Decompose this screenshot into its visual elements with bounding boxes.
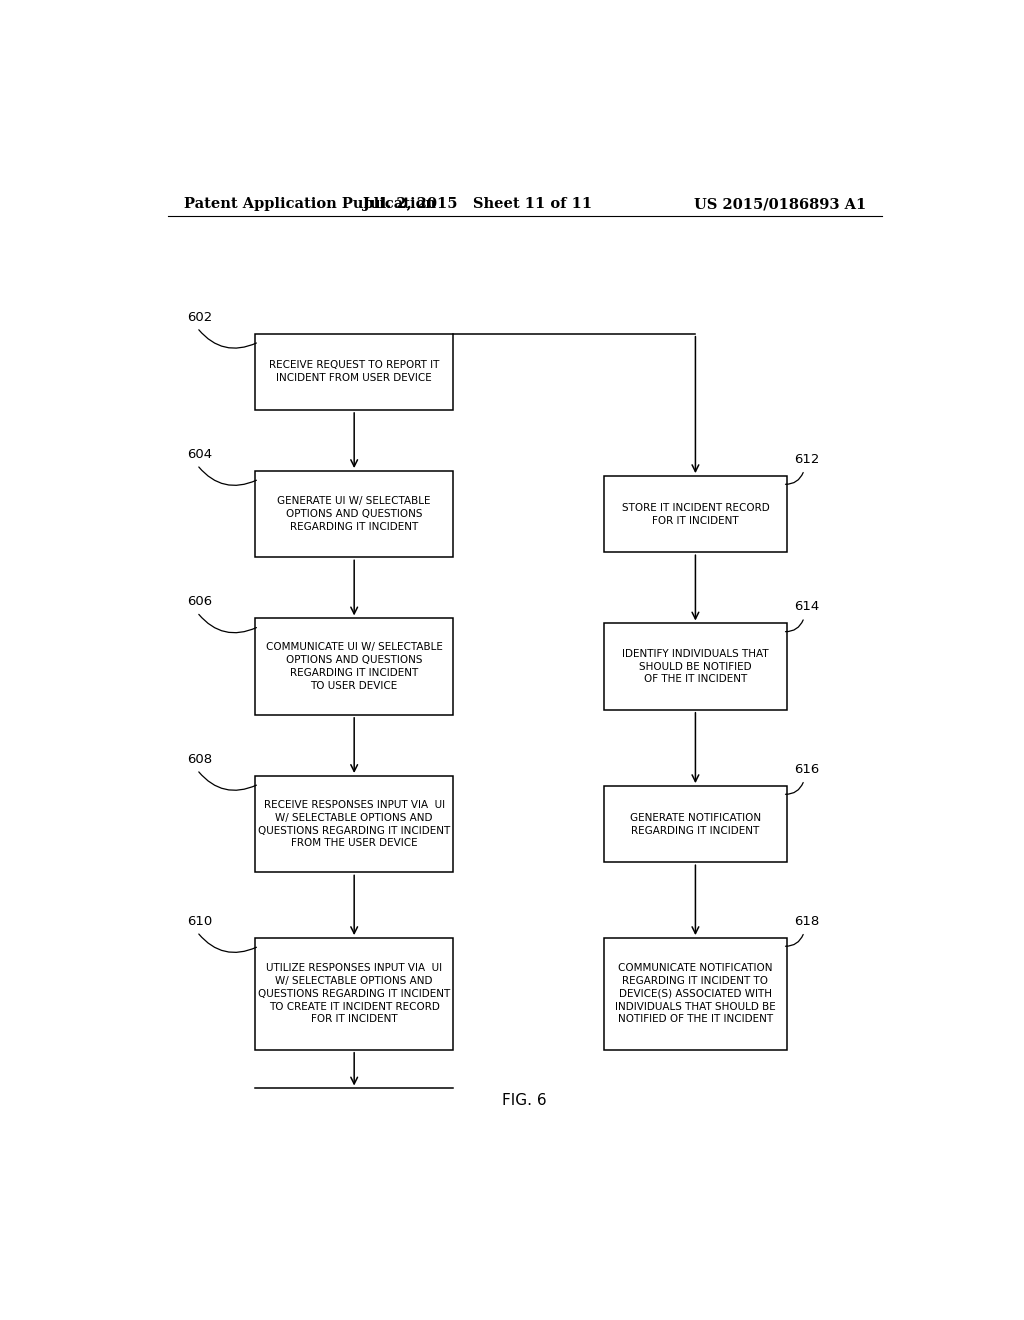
Text: COMMUNICATE NOTIFICATION
REGARDING IT INCIDENT TO
DEVICE(S) ASSOCIATED WITH
INDI: COMMUNICATE NOTIFICATION REGARDING IT IN… [615,964,776,1024]
Text: UTILIZE RESPONSES INPUT VIA  UI
W/ SELECTABLE OPTIONS AND
QUESTIONS REGARDING IT: UTILIZE RESPONSES INPUT VIA UI W/ SELECT… [258,964,451,1024]
Text: 610: 610 [187,915,213,928]
FancyBboxPatch shape [255,776,454,873]
FancyBboxPatch shape [255,471,454,557]
Text: COMMUNICATE UI W/ SELECTABLE
OPTIONS AND QUESTIONS
REGARDING IT INCIDENT
TO USER: COMMUNICATE UI W/ SELECTABLE OPTIONS AND… [266,643,442,690]
Text: STORE IT INCIDENT RECORD
FOR IT INCIDENT: STORE IT INCIDENT RECORD FOR IT INCIDENT [622,503,769,525]
Text: 606: 606 [187,595,213,609]
FancyBboxPatch shape [604,785,786,862]
Text: 604: 604 [187,447,213,461]
Text: 614: 614 [795,601,820,614]
Text: RECEIVE REQUEST TO REPORT IT
INCIDENT FROM USER DEVICE: RECEIVE REQUEST TO REPORT IT INCIDENT FR… [269,360,439,383]
Text: RECEIVE RESPONSES INPUT VIA  UI
W/ SELECTABLE OPTIONS AND
QUESTIONS REGARDING IT: RECEIVE RESPONSES INPUT VIA UI W/ SELECT… [258,800,451,849]
Text: US 2015/0186893 A1: US 2015/0186893 A1 [694,197,866,211]
FancyBboxPatch shape [255,939,454,1049]
Text: GENERATE UI W/ SELECTABLE
OPTIONS AND QUESTIONS
REGARDING IT INCIDENT: GENERATE UI W/ SELECTABLE OPTIONS AND QU… [278,496,431,532]
Text: 618: 618 [795,915,820,928]
Text: Patent Application Publication: Patent Application Publication [183,197,435,211]
FancyBboxPatch shape [255,618,454,715]
Text: Jul. 2, 2015   Sheet 11 of 11: Jul. 2, 2015 Sheet 11 of 11 [362,197,592,211]
FancyBboxPatch shape [604,939,786,1049]
Text: FIG. 6: FIG. 6 [503,1093,547,1107]
Text: 608: 608 [187,752,213,766]
Text: IDENTIFY INDIVIDUALS THAT
SHOULD BE NOTIFIED
OF THE IT INCIDENT: IDENTIFY INDIVIDUALS THAT SHOULD BE NOTI… [623,649,769,684]
FancyBboxPatch shape [604,477,786,552]
Text: GENERATE NOTIFICATION
REGARDING IT INCIDENT: GENERATE NOTIFICATION REGARDING IT INCID… [630,813,761,836]
Text: 616: 616 [795,763,820,776]
Text: 612: 612 [795,453,820,466]
FancyBboxPatch shape [255,334,454,411]
Text: 602: 602 [187,310,213,323]
FancyBboxPatch shape [604,623,786,710]
